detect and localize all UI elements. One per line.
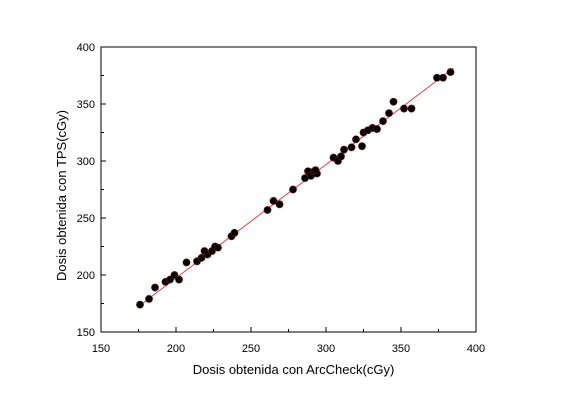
data-point bbox=[263, 206, 272, 214]
data-point bbox=[197, 253, 206, 262]
data-point bbox=[347, 143, 356, 152]
y-tick-label: 400 bbox=[77, 42, 95, 54]
y-tick-label: 150 bbox=[77, 327, 95, 339]
data-point bbox=[269, 196, 278, 205]
x-tick-label: 300 bbox=[317, 343, 335, 355]
data-point bbox=[373, 125, 381, 133]
data-point bbox=[389, 97, 398, 106]
y-tick-label: 300 bbox=[77, 156, 95, 168]
data-point bbox=[275, 200, 284, 209]
y-axis-label: Dosis obtenida con TPS(cGy) bbox=[54, 110, 69, 281]
y-tick-label: 350 bbox=[77, 99, 95, 111]
x-tick-label: 400 bbox=[467, 343, 485, 355]
data-point bbox=[175, 275, 183, 284]
data-point bbox=[151, 283, 159, 292]
data-point bbox=[214, 243, 222, 252]
data-point bbox=[145, 295, 153, 303]
x-tick-label: 250 bbox=[242, 343, 260, 355]
data-point bbox=[136, 300, 144, 309]
x-axis-label: Dosis obtenida con ArcCheck(cGy) bbox=[193, 362, 395, 377]
y-tick-label: 250 bbox=[77, 213, 95, 225]
data-point bbox=[337, 152, 345, 161]
data-point bbox=[400, 104, 408, 113]
y-tick-label: 200 bbox=[77, 270, 95, 282]
data-point bbox=[230, 228, 239, 237]
x-tick-label: 150 bbox=[92, 343, 110, 355]
data-point bbox=[182, 258, 191, 267]
data-point bbox=[311, 166, 320, 175]
data-point bbox=[385, 109, 393, 118]
x-tick-label: 200 bbox=[167, 343, 185, 355]
data-point bbox=[446, 68, 455, 76]
data-point bbox=[352, 135, 360, 144]
data-point bbox=[340, 145, 348, 154]
x-tick-label: 350 bbox=[392, 343, 410, 355]
data-point bbox=[407, 104, 416, 113]
data-point bbox=[439, 73, 447, 82]
data-point bbox=[289, 185, 297, 194]
data-point bbox=[379, 117, 387, 125]
data-point bbox=[358, 142, 366, 151]
